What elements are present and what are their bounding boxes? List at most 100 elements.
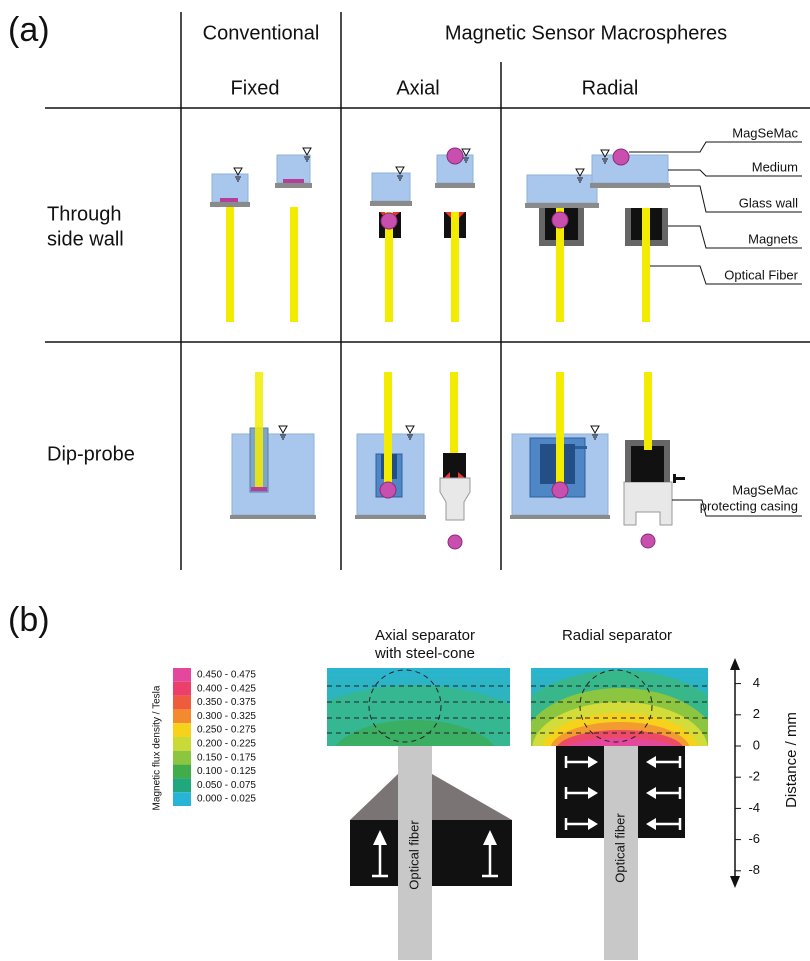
setup-fixed-2 — [275, 148, 312, 322]
shape — [255, 372, 263, 488]
probe-radial-1 — [510, 372, 610, 519]
shape — [210, 202, 250, 207]
legend-label: 0.450 - 0.475 — [197, 670, 256, 681]
shape — [730, 876, 740, 888]
panel-label: (a) — [8, 11, 50, 49]
tick-label: 4 — [753, 675, 760, 690]
column-header: Axial — [396, 77, 439, 99]
shape — [435, 183, 475, 188]
shape — [447, 148, 463, 164]
shape — [251, 487, 267, 491]
shape — [552, 212, 568, 228]
fiber-label: Optical fiber — [612, 813, 627, 883]
legend-swatch — [173, 668, 191, 682]
panel-title: Radial separator — [562, 627, 672, 644]
legend-label: 0.150 - 0.175 — [197, 752, 256, 763]
shape — [556, 372, 564, 485]
callout: Magnets — [748, 231, 798, 246]
tick-label: -6 — [748, 831, 760, 846]
setup-radial-2 — [590, 149, 670, 322]
legend-title: Magnetic flux density / Tesla — [152, 685, 163, 810]
probe-axial-2 — [440, 372, 470, 549]
column-header: Conventional — [203, 22, 320, 44]
setup-fixed-1 — [210, 168, 250, 322]
setup-radial-1 — [525, 169, 599, 322]
legend-swatch — [173, 682, 191, 696]
tick-label: -4 — [748, 800, 760, 815]
shape — [370, 201, 412, 206]
legend-swatch — [173, 723, 191, 737]
leader-line — [629, 142, 802, 152]
figure: (a) Conventional Magnetic Sensor Macrosp… — [0, 0, 810, 961]
column-header: Fixed — [231, 77, 280, 99]
shape — [641, 534, 655, 548]
legend-label: 0.100 - 0.125 — [197, 766, 256, 777]
row-label: Dip-probe — [47, 443, 135, 465]
shape — [644, 372, 652, 450]
shape — [384, 372, 392, 485]
shape — [673, 474, 676, 483]
shape — [624, 482, 672, 525]
legend-swatch — [173, 778, 191, 792]
callout: Medium — [752, 159, 798, 174]
shape — [283, 179, 304, 183]
shape — [220, 198, 238, 202]
legend-label: 0.400 - 0.425 — [197, 683, 256, 694]
column-header: Magnetic Sensor Macrospheres — [445, 22, 727, 44]
row-label: Through — [47, 203, 122, 225]
column-header: Radial — [582, 77, 639, 99]
row-label: side wall — [47, 228, 124, 250]
shape — [525, 203, 599, 208]
shape — [552, 482, 568, 498]
legend-swatch — [173, 765, 191, 779]
shape — [380, 482, 396, 498]
legend-label: 0.200 - 0.225 — [197, 739, 256, 750]
shape — [440, 478, 470, 520]
distance-axis — [730, 658, 740, 888]
legend-label: 0.300 - 0.325 — [197, 711, 256, 722]
shape — [275, 183, 312, 188]
shape — [730, 658, 740, 670]
shape — [590, 183, 670, 188]
legend-swatch — [173, 751, 191, 765]
legend-label: 0.000 - 0.025 — [197, 794, 256, 805]
legend-label: 0.250 - 0.275 — [197, 725, 256, 736]
tick-label: 0 — [753, 737, 760, 752]
setup-axial-2 — [435, 148, 475, 322]
shape — [510, 515, 610, 519]
callout: MagSeMac — [732, 125, 798, 140]
tick-label: -2 — [748, 769, 760, 784]
shape — [451, 212, 459, 322]
shape — [372, 173, 410, 201]
probe-axial-1 — [355, 372, 426, 519]
shape — [443, 453, 466, 478]
shape — [381, 213, 397, 229]
axis-label: Distance / mm — [783, 712, 800, 808]
panel-title: Axial separator — [375, 627, 475, 644]
fiber-label: Optical fiber — [406, 820, 421, 890]
shape — [230, 515, 316, 519]
shape — [290, 207, 298, 322]
panel-title: with steel-cone — [374, 645, 475, 662]
legend-swatch — [173, 709, 191, 723]
probe-fixed — [230, 372, 316, 519]
shape — [355, 515, 426, 519]
probe-radial-2 — [624, 372, 685, 548]
callout: MagSeMac — [732, 482, 798, 497]
tick-label: 2 — [753, 706, 760, 721]
shape — [575, 446, 587, 449]
callout: Glass wall — [739, 195, 798, 210]
legend-swatch — [173, 792, 191, 806]
callout: protecting casing — [700, 498, 798, 513]
shape — [631, 446, 664, 482]
shape — [450, 372, 458, 454]
legend-swatch — [173, 737, 191, 751]
callout: Optical Fiber — [724, 267, 798, 282]
shape — [613, 149, 629, 165]
shape — [212, 174, 248, 202]
axial-separator — [275, 668, 555, 960]
legend-label: 0.050 - 0.075 — [197, 780, 256, 791]
shape — [448, 535, 462, 549]
panel-label: (b) — [8, 601, 50, 639]
